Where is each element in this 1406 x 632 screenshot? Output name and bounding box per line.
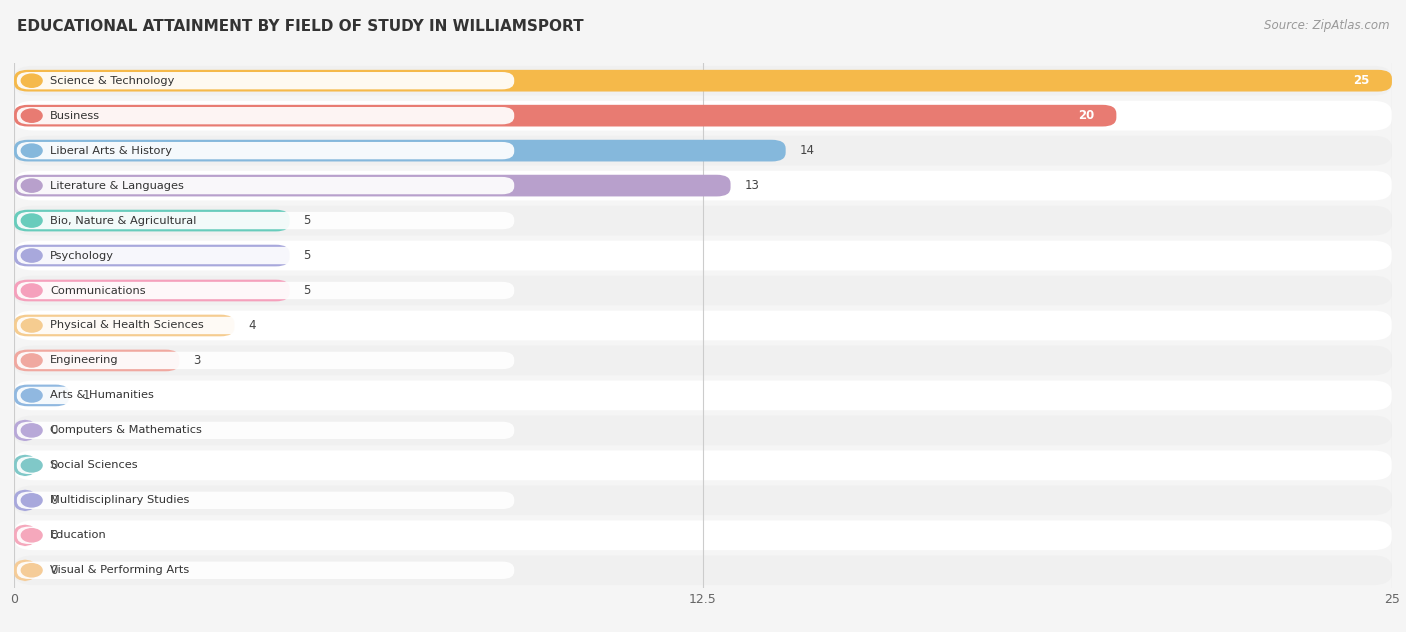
FancyBboxPatch shape bbox=[14, 520, 1392, 550]
Text: Arts & Humanities: Arts & Humanities bbox=[49, 391, 153, 401]
FancyBboxPatch shape bbox=[14, 100, 1392, 131]
Text: EDUCATIONAL ATTAINMENT BY FIELD OF STUDY IN WILLIAMSPORT: EDUCATIONAL ATTAINMENT BY FIELD OF STUDY… bbox=[17, 19, 583, 34]
Text: Science & Technology: Science & Technology bbox=[49, 76, 174, 86]
Text: 5: 5 bbox=[304, 249, 311, 262]
Circle shape bbox=[21, 74, 42, 87]
FancyBboxPatch shape bbox=[14, 210, 290, 231]
FancyBboxPatch shape bbox=[14, 315, 235, 336]
FancyBboxPatch shape bbox=[17, 212, 515, 229]
Text: 0: 0 bbox=[49, 459, 58, 472]
Text: 0: 0 bbox=[49, 424, 58, 437]
FancyBboxPatch shape bbox=[14, 171, 1392, 200]
FancyBboxPatch shape bbox=[14, 380, 1392, 410]
FancyBboxPatch shape bbox=[17, 562, 515, 579]
FancyBboxPatch shape bbox=[14, 310, 1392, 341]
FancyBboxPatch shape bbox=[17, 107, 515, 125]
FancyBboxPatch shape bbox=[14, 525, 37, 546]
FancyBboxPatch shape bbox=[17, 282, 515, 299]
FancyBboxPatch shape bbox=[17, 247, 515, 264]
FancyBboxPatch shape bbox=[14, 241, 1392, 270]
FancyBboxPatch shape bbox=[17, 387, 515, 404]
Circle shape bbox=[21, 214, 42, 227]
Text: 25: 25 bbox=[1354, 74, 1369, 87]
Text: Source: ZipAtlas.com: Source: ZipAtlas.com bbox=[1264, 19, 1389, 32]
Text: Liberal Arts & History: Liberal Arts & History bbox=[49, 145, 172, 155]
Circle shape bbox=[21, 354, 42, 367]
Circle shape bbox=[21, 284, 42, 297]
Text: Business: Business bbox=[49, 111, 100, 121]
FancyBboxPatch shape bbox=[14, 70, 1392, 92]
FancyBboxPatch shape bbox=[14, 66, 1392, 95]
Text: 14: 14 bbox=[800, 144, 814, 157]
FancyBboxPatch shape bbox=[17, 352, 515, 369]
FancyBboxPatch shape bbox=[14, 105, 1116, 126]
Text: 3: 3 bbox=[193, 354, 201, 367]
Circle shape bbox=[21, 564, 42, 577]
Text: Literature & Languages: Literature & Languages bbox=[49, 181, 184, 191]
FancyBboxPatch shape bbox=[14, 451, 1392, 480]
FancyBboxPatch shape bbox=[14, 280, 290, 301]
Text: 4: 4 bbox=[249, 319, 256, 332]
FancyBboxPatch shape bbox=[17, 526, 515, 544]
FancyBboxPatch shape bbox=[14, 245, 290, 266]
FancyBboxPatch shape bbox=[14, 349, 180, 371]
FancyBboxPatch shape bbox=[14, 205, 1392, 236]
Text: Physical & Health Sciences: Physical & Health Sciences bbox=[49, 320, 204, 331]
FancyBboxPatch shape bbox=[14, 140, 786, 161]
FancyBboxPatch shape bbox=[17, 422, 515, 439]
Text: 20: 20 bbox=[1078, 109, 1094, 122]
FancyBboxPatch shape bbox=[14, 490, 37, 511]
Text: 0: 0 bbox=[49, 529, 58, 542]
Text: Engineering: Engineering bbox=[49, 355, 118, 365]
FancyBboxPatch shape bbox=[14, 415, 1392, 446]
FancyBboxPatch shape bbox=[17, 142, 515, 159]
FancyBboxPatch shape bbox=[14, 454, 37, 476]
FancyBboxPatch shape bbox=[14, 556, 1392, 585]
Circle shape bbox=[21, 144, 42, 157]
Text: Visual & Performing Arts: Visual & Performing Arts bbox=[49, 565, 190, 575]
FancyBboxPatch shape bbox=[17, 492, 515, 509]
Text: Bio, Nature & Agricultural: Bio, Nature & Agricultural bbox=[49, 216, 197, 226]
Text: 13: 13 bbox=[744, 179, 759, 192]
Circle shape bbox=[21, 424, 42, 437]
Text: Psychology: Psychology bbox=[49, 250, 114, 260]
FancyBboxPatch shape bbox=[17, 177, 515, 194]
Text: 0: 0 bbox=[49, 494, 58, 507]
Circle shape bbox=[21, 459, 42, 472]
Circle shape bbox=[21, 249, 42, 262]
FancyBboxPatch shape bbox=[14, 559, 37, 581]
FancyBboxPatch shape bbox=[17, 72, 515, 89]
FancyBboxPatch shape bbox=[14, 136, 1392, 166]
Circle shape bbox=[21, 109, 42, 122]
Circle shape bbox=[21, 319, 42, 332]
FancyBboxPatch shape bbox=[17, 457, 515, 474]
Text: Education: Education bbox=[49, 530, 107, 540]
Circle shape bbox=[21, 179, 42, 192]
FancyBboxPatch shape bbox=[14, 276, 1392, 305]
Text: 1: 1 bbox=[83, 389, 90, 402]
FancyBboxPatch shape bbox=[14, 485, 1392, 515]
Text: Multidisciplinary Studies: Multidisciplinary Studies bbox=[49, 495, 190, 506]
Text: Social Sciences: Social Sciences bbox=[49, 460, 138, 470]
Circle shape bbox=[21, 529, 42, 542]
Circle shape bbox=[21, 494, 42, 507]
FancyBboxPatch shape bbox=[14, 420, 37, 441]
Text: Communications: Communications bbox=[49, 286, 145, 296]
FancyBboxPatch shape bbox=[14, 346, 1392, 375]
Text: 5: 5 bbox=[304, 214, 311, 227]
FancyBboxPatch shape bbox=[17, 317, 515, 334]
Circle shape bbox=[21, 389, 42, 402]
Text: 0: 0 bbox=[49, 564, 58, 577]
FancyBboxPatch shape bbox=[14, 175, 731, 197]
Text: Computers & Mathematics: Computers & Mathematics bbox=[49, 425, 201, 435]
FancyBboxPatch shape bbox=[14, 385, 69, 406]
Text: 5: 5 bbox=[304, 284, 311, 297]
